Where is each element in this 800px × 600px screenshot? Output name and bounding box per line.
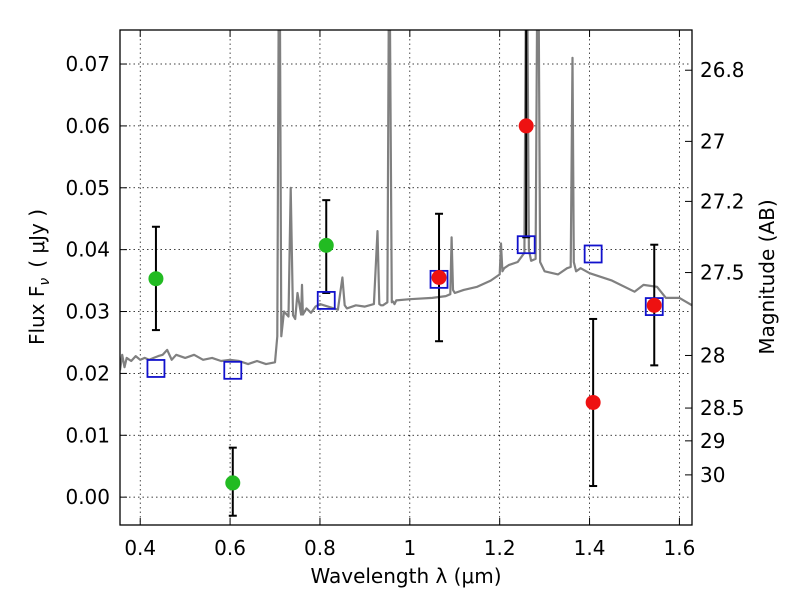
right-tick-label: 27 (700, 129, 725, 153)
model-square-marker (316, 290, 336, 310)
y-axis-label-sub: ν (37, 278, 53, 286)
x-tick-label: 0.8 (304, 536, 336, 560)
y-tick-label: 0.00 (65, 485, 110, 509)
green-data-point (148, 271, 164, 287)
model-square-marker (146, 359, 166, 378)
x-tick-label: 0.4 (124, 536, 156, 560)
x-tick-label: 1 (403, 536, 416, 560)
red-data-point (518, 118, 534, 134)
right-tick-label: 28 (700, 343, 725, 367)
x-tick-label: 1.2 (484, 536, 516, 560)
x-axis-label: Wavelength λ (μm) (310, 564, 501, 588)
model-square-marker (516, 235, 536, 255)
red-data-point (646, 297, 662, 313)
right-tick-label: 27.2 (700, 189, 745, 213)
right-tick-label: 29 (700, 429, 725, 453)
x-tick-label: 1.4 (574, 536, 606, 560)
green-data-point (318, 237, 334, 253)
y-axis-label: Flux Fν ( μJy ) (25, 209, 53, 345)
x-tick-label: 1.6 (664, 536, 696, 560)
axis-ticks: 0.4 0.6 0.8 1 1.2 1.4 1.6 0.00 0.01 0.02 0.03 0.04 0… (65, 30, 745, 560)
data-markers (146, 118, 664, 491)
model-square-marker (583, 244, 603, 264)
y-tick-label: 0.04 (65, 238, 110, 262)
y-tick-label: 0.02 (65, 361, 110, 385)
right-tick-label: 28.5 (700, 396, 745, 420)
y-tick-label: 0.07 (65, 52, 110, 76)
y-tick-label: 0.05 (65, 176, 110, 200)
error-bars (151, 30, 659, 517)
right-axis-label: Magnitude (AB) (755, 199, 779, 354)
right-tick-label: 26.8 (700, 58, 745, 82)
y-tick-label: 0.01 (65, 423, 110, 447)
grid (120, 30, 692, 525)
green-data-point (225, 475, 241, 491)
y-axis-label-units: ( μJy ) (25, 209, 49, 268)
x-tick-label: 0.6 (214, 536, 246, 560)
plot-frame (119, 29, 693, 526)
red-data-point (431, 270, 447, 285)
red-data-point (585, 394, 601, 410)
right-tick-label: 27.5 (700, 261, 745, 285)
y-tick-label: 0.06 (65, 114, 110, 138)
y-axis-label-main: Flux F (25, 286, 49, 345)
model-square-marker (223, 360, 243, 380)
right-tick-label: 30 (700, 463, 725, 487)
model-spectrum-line (120, 30, 692, 371)
y-tick-label: 0.03 (65, 300, 110, 324)
